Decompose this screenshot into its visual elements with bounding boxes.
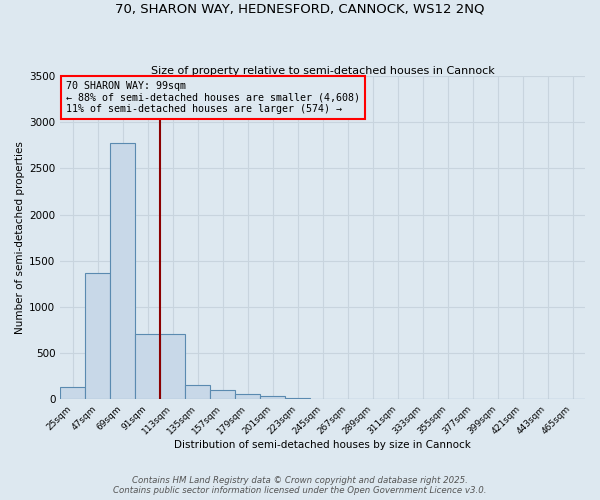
Y-axis label: Number of semi-detached properties: Number of semi-detached properties: [15, 141, 25, 334]
Bar: [135, 334, 160, 399]
X-axis label: Distribution of semi-detached houses by size in Cannock: Distribution of semi-detached houses by …: [174, 440, 471, 450]
Bar: [260, 396, 285, 399]
Text: 70 SHARON WAY: 99sqm
← 88% of semi-detached houses are smaller (4,608)
11% of se: 70 SHARON WAY: 99sqm ← 88% of semi-detac…: [65, 81, 359, 114]
Bar: [110, 142, 135, 399]
Title: Size of property relative to semi-detached houses in Cannock: Size of property relative to semi-detach…: [151, 66, 494, 76]
Bar: [235, 394, 260, 399]
Text: 70, SHARON WAY, HEDNESFORD, CANNOCK, WS12 2NQ: 70, SHARON WAY, HEDNESFORD, CANNOCK, WS1…: [115, 2, 485, 16]
Bar: [185, 384, 210, 399]
Bar: [60, 387, 85, 399]
Bar: [85, 272, 110, 399]
Bar: [160, 334, 185, 399]
Bar: [210, 390, 235, 399]
Text: Contains HM Land Registry data © Crown copyright and database right 2025.
Contai: Contains HM Land Registry data © Crown c…: [113, 476, 487, 495]
